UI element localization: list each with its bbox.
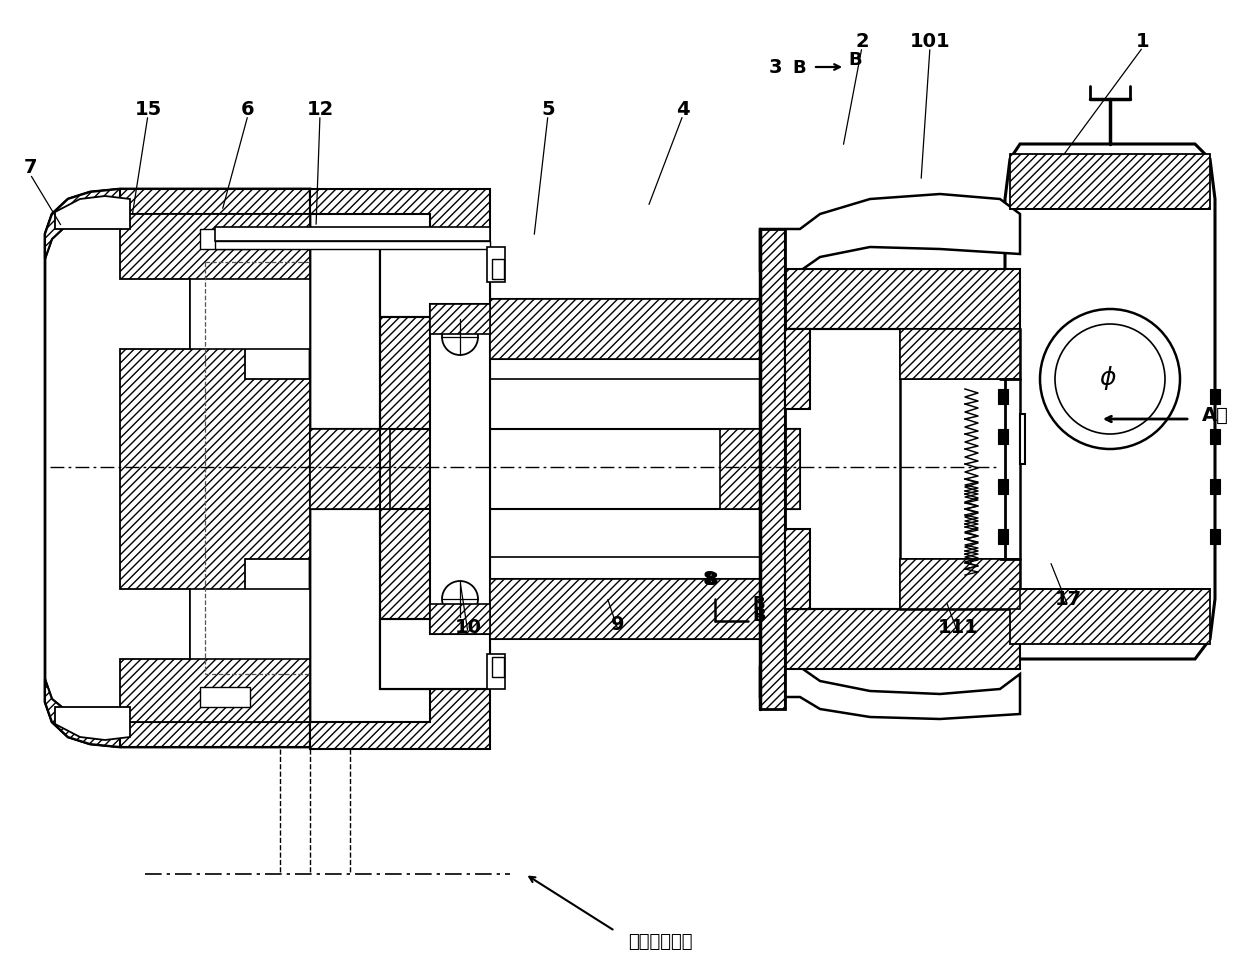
Text: 111: 111 [937, 617, 978, 637]
Bar [215, 228, 490, 241]
Text: 3: 3 [769, 59, 781, 77]
Bar [430, 305, 490, 634]
Bar [900, 329, 1021, 380]
Bar [785, 329, 810, 409]
Text: 8: 8 [706, 571, 718, 588]
Bar [190, 279, 310, 350]
Text: 2: 2 [856, 32, 869, 52]
Bar [490, 300, 760, 360]
Bar [200, 230, 250, 250]
Bar [1011, 154, 1210, 210]
Bar [1021, 414, 1025, 464]
Text: 7: 7 [24, 158, 37, 177]
Polygon shape [45, 190, 310, 260]
Bar [190, 589, 310, 659]
Bar [998, 430, 1008, 445]
Circle shape [1040, 310, 1180, 449]
Bar [998, 530, 1008, 544]
Bar [487, 655, 505, 690]
Polygon shape [1004, 145, 1215, 659]
Bar [379, 619, 490, 690]
Text: B: B [751, 607, 765, 624]
Bar [1011, 589, 1210, 645]
Bar [720, 430, 800, 509]
Bar [1210, 530, 1220, 544]
Text: 12: 12 [306, 101, 334, 119]
Polygon shape [45, 679, 310, 747]
Text: 6: 6 [242, 101, 254, 119]
Bar [1210, 430, 1220, 445]
Bar [492, 260, 503, 279]
Polygon shape [760, 667, 1021, 719]
Text: B: B [751, 594, 765, 613]
Bar [215, 241, 490, 250]
Text: 1: 1 [1136, 32, 1149, 52]
Text: $\phi$: $\phi$ [1099, 363, 1117, 392]
Polygon shape [55, 196, 130, 230]
Polygon shape [45, 190, 120, 260]
Bar [785, 610, 1021, 669]
Text: 101: 101 [910, 32, 950, 52]
Bar [998, 480, 1008, 494]
Bar [900, 560, 1021, 610]
Bar [1210, 390, 1220, 404]
Bar [430, 305, 490, 335]
Bar [487, 248, 505, 282]
Bar [379, 248, 490, 318]
Text: 车轮旋转中心: 车轮旋转中心 [627, 932, 692, 950]
Polygon shape [310, 190, 490, 749]
Polygon shape [55, 707, 130, 741]
Text: 10: 10 [455, 617, 481, 637]
Bar [490, 579, 760, 639]
Text: 4: 4 [676, 101, 689, 119]
Polygon shape [120, 215, 310, 722]
Text: B: B [848, 51, 862, 69]
Bar [430, 605, 490, 634]
Bar [310, 430, 800, 509]
Text: 9: 9 [611, 615, 625, 634]
Text: 5: 5 [541, 101, 554, 119]
Circle shape [441, 319, 477, 356]
Circle shape [1055, 324, 1166, 435]
Bar [785, 270, 1021, 329]
Bar [310, 430, 391, 509]
Polygon shape [45, 190, 310, 747]
Bar [490, 360, 760, 579]
Bar [490, 300, 760, 360]
Bar [900, 329, 1021, 610]
Text: 8: 8 [703, 570, 717, 589]
Bar [200, 687, 250, 707]
Bar [492, 658, 503, 677]
Text: 15: 15 [134, 101, 161, 119]
Polygon shape [45, 679, 120, 747]
Text: 17: 17 [1054, 590, 1081, 609]
Bar [1210, 480, 1220, 494]
Polygon shape [760, 194, 1021, 272]
Circle shape [441, 581, 477, 617]
Bar [998, 390, 1008, 404]
Text: B: B [792, 59, 806, 77]
Bar [785, 530, 810, 610]
Bar [760, 230, 785, 709]
Bar [490, 579, 760, 639]
Text: A向: A向 [1202, 405, 1229, 424]
